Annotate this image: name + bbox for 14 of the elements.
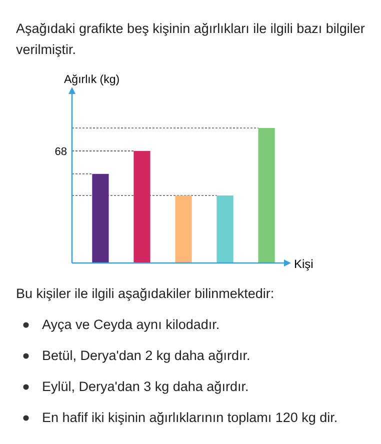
x-axis-title: Kişi <box>294 257 314 271</box>
bar <box>258 128 275 263</box>
text: Bu kişiler ile ilgili aşağıdakiler bilinmektedir: <box>16 286 274 301</box>
bar <box>92 174 109 263</box>
bar <box>134 150 150 263</box>
text: En hafif iki kişinin ağırlıklarının toplamı 120 kg dir. <box>42 410 338 425</box>
chart-title: Aşağıdaki grafikte beş kişinin ağırlıkları ile ilgili bazı bilgiler verilmiştir. <box>16 20 366 59</box>
y-axis-title: Ağırlık (kg) <box>64 74 120 86</box>
bar <box>216 196 234 263</box>
text: Ayça ve Ceyda aynı kilodadır. <box>42 317 220 332</box>
text: Eylül, Derya'dan 3 kg daha ağırdır. <box>42 379 249 394</box>
text: 68 <box>54 146 67 158</box>
bar <box>175 196 192 263</box>
text: Betül, Derya'dan 2 kg daha ağırdır. <box>42 348 250 363</box>
